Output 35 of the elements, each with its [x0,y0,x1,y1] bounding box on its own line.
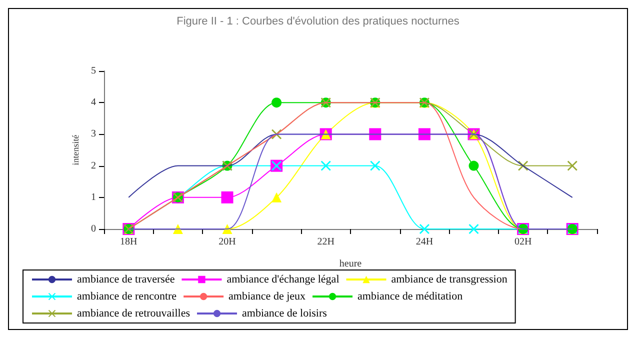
legend-label: ambiance de méditation [358,290,464,302]
point [369,128,382,140]
point [468,224,479,234]
y-tick-label: 5 [91,66,96,76]
chart-title: Figure II - 1 : Courbes d'évolution des pratiques nocturnes [176,16,460,28]
point [172,224,183,234]
point [222,224,232,234]
x-tick-label: 02H [514,236,532,248]
point [221,191,234,204]
point [418,128,430,140]
legend-label: ambiance de loisirs [242,308,327,320]
y-tick-label: 2 [91,160,96,172]
point [567,160,578,171]
legend-label: ambiance d'échange légal [226,274,340,286]
x-tick-label: 18H [120,236,138,248]
x-tick-label: 22H [317,236,334,248]
y-tick-label: 3 [91,128,96,140]
y-axis-title: intensité [70,134,81,166]
point [320,160,331,171]
legend-label: ambiance de rencontre [77,290,177,302]
legend-label: ambiance de traversée [77,274,175,286]
point [272,192,282,202]
y-tick-label: 1 [91,192,96,203]
y-tick-label: 0 [91,224,96,234]
legend-label: ambiance de transgression [391,274,508,286]
point [370,160,380,171]
point [419,224,430,234]
legend-label: ambiance de retrouvailles [77,308,190,320]
x-tick-label: 20H [218,236,236,248]
legend-label: ambiance de jeux [228,290,306,302]
y-tick-label: 4 [91,97,96,108]
x-axis-title: heure [339,258,362,270]
point [272,98,282,108]
point [468,160,479,171]
x-tick-label: 24H [416,236,434,248]
